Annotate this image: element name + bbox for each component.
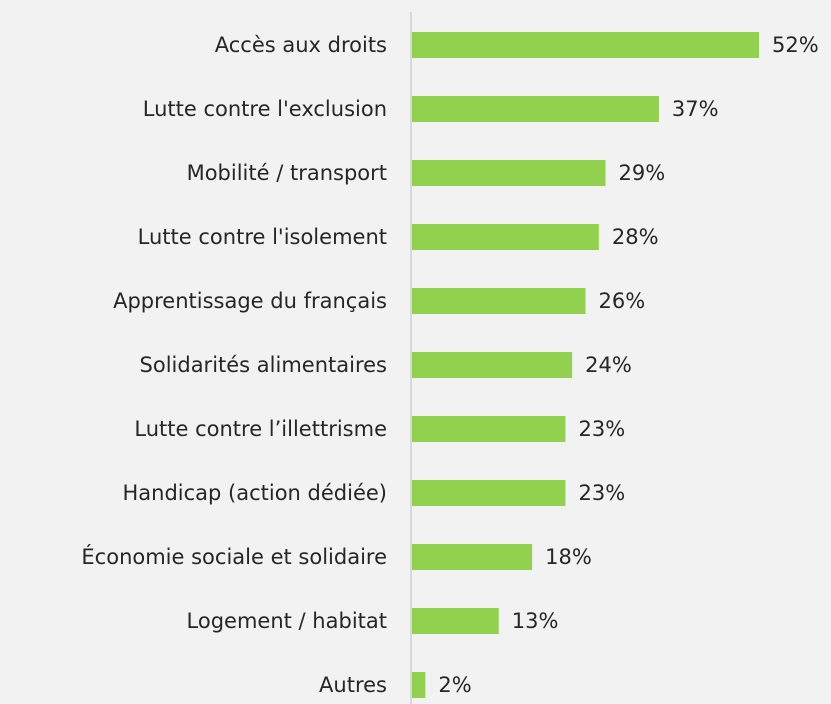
category-label: Mobilité / transport: [187, 161, 387, 185]
category-label: Lutte contre l'exclusion: [143, 97, 387, 121]
value-label: 52%: [772, 33, 819, 57]
value-label: 28%: [612, 225, 659, 249]
category-label: Lutte contre l’illettrisme: [134, 417, 387, 441]
category-label: Autres: [319, 673, 387, 697]
bar: [412, 288, 586, 314]
bar: [412, 160, 606, 186]
category-label: Logement / habitat: [187, 609, 387, 633]
category-label: Lutte contre l'isolement: [138, 225, 387, 249]
bar: [412, 32, 759, 58]
bar: [412, 416, 566, 442]
value-label: 23%: [578, 481, 625, 505]
value-label: 29%: [619, 161, 666, 185]
category-label: Accès aux droits: [215, 33, 387, 57]
value-label: 13%: [512, 609, 559, 633]
bar: [412, 672, 426, 698]
category-label: Handicap (action dédiée): [122, 481, 387, 505]
category-label: Apprentissage du français: [113, 289, 387, 313]
value-label: 26%: [599, 289, 646, 313]
value-label: 24%: [585, 353, 632, 377]
value-label: 2%: [438, 673, 471, 697]
value-label: 18%: [545, 545, 592, 569]
category-label: Solidarités alimentaires: [140, 353, 387, 377]
bar: [412, 352, 573, 378]
bar: [412, 480, 566, 506]
value-label: 23%: [578, 417, 625, 441]
bar: [412, 96, 659, 122]
bar: [412, 544, 533, 570]
category-label: Économie sociale et solidaire: [81, 544, 387, 569]
bar: [412, 608, 499, 634]
value-label: 37%: [672, 97, 719, 121]
bar: [412, 224, 599, 250]
